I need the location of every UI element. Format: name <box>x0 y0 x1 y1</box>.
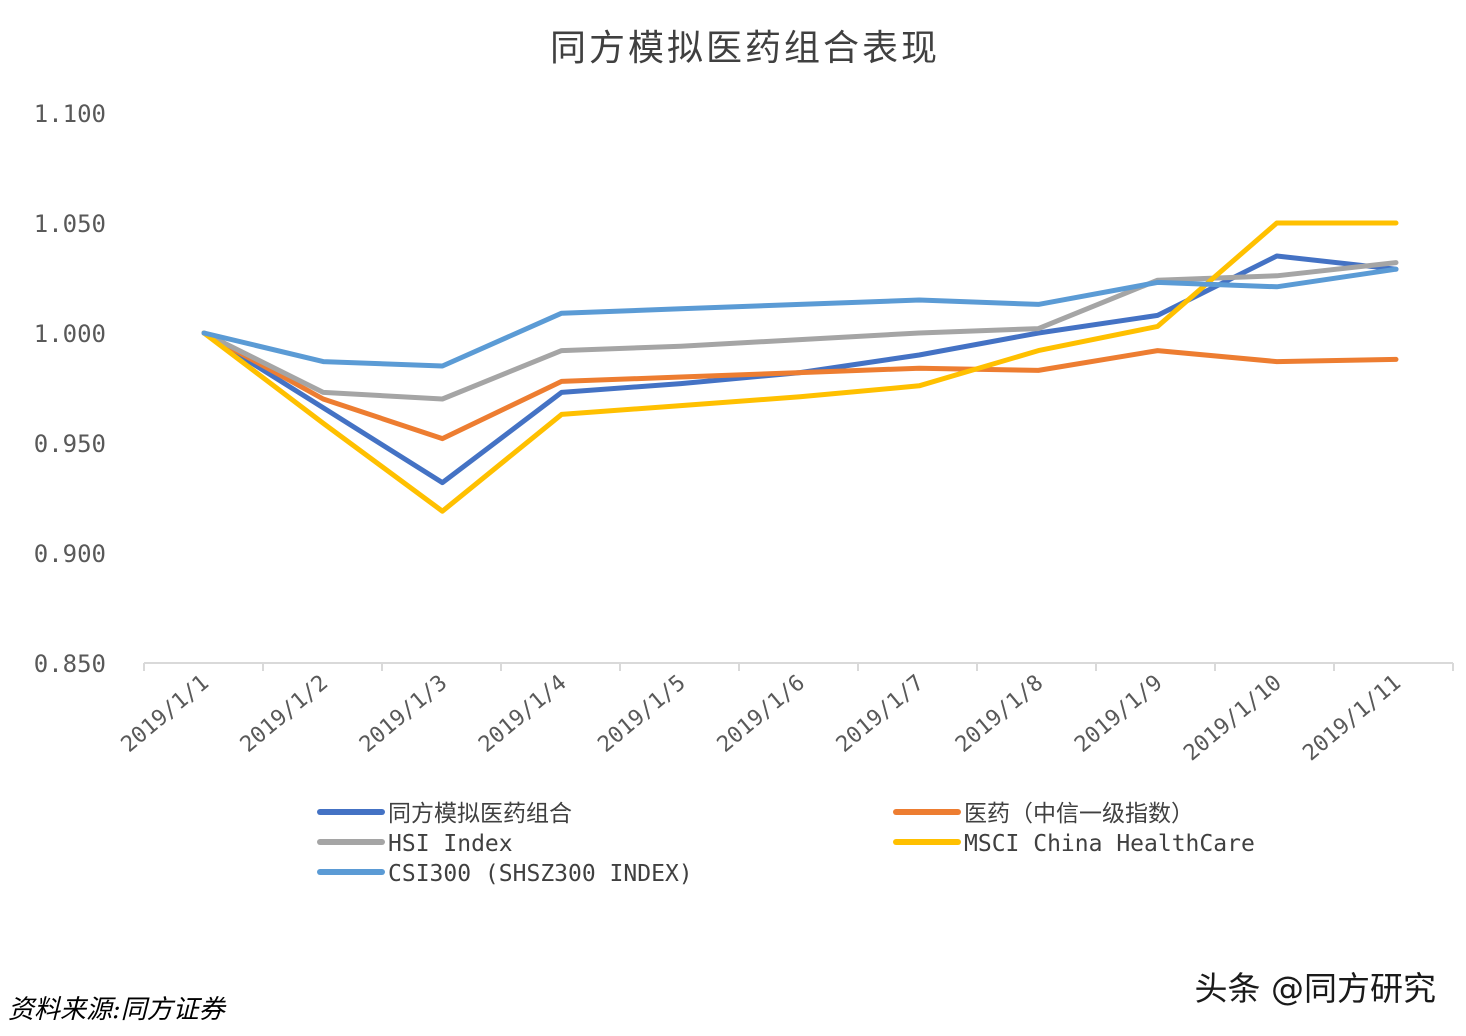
series-line-4 <box>201 220 1399 514</box>
x-tick-label: 2019/1/5 <box>593 670 690 757</box>
y-tick-label: 0.900 <box>34 540 106 568</box>
chart-title: 同方模拟医药组合表现 <box>550 28 940 69</box>
legend-item: 同方模拟医药组合 <box>317 801 572 827</box>
x-tick-label: 2019/1/2 <box>236 670 333 757</box>
y-tick-label: 0.850 <box>34 650 106 678</box>
series-lines <box>201 220 1399 514</box>
x-tick-label: 2019/1/11 <box>1298 670 1405 766</box>
x-tick-label: 2019/1/9 <box>1070 670 1167 757</box>
legend-label: 医药（中信一级指数） <box>964 801 1194 827</box>
x-axis <box>143 662 1454 671</box>
series-line-3 <box>201 260 1399 402</box>
legend-label: HSI Index <box>388 831 513 857</box>
y-tick-label: 1.100 <box>34 100 106 128</box>
x-tick-label: 2019/1/6 <box>713 670 810 757</box>
x-tick-label: 2019/1/4 <box>474 670 571 757</box>
y-tick-label: 1.050 <box>34 210 106 238</box>
legend-item: CSI300 (SHSZ300 INDEX) <box>317 861 693 887</box>
legend-item: HSI Index <box>317 831 513 857</box>
x-tick-label: 2019/1/8 <box>951 670 1048 757</box>
x-tick-label: 2019/1/7 <box>832 670 929 757</box>
watermark: 头条 @同方研究 <box>1195 969 1437 1008</box>
legend-label: MSCI China HealthCare <box>964 831 1255 857</box>
y-tick-label: 0.950 <box>34 430 106 458</box>
x-axis-labels: 2019/1/1 2019/1/2 2019/1/3 2019/1/4 2019/1/5… <box>117 670 1406 766</box>
x-tick-label: 2019/1/1 <box>117 670 214 757</box>
x-tick-label: 2019/1/3 <box>355 670 452 757</box>
y-tick-label: 1.000 <box>34 320 106 348</box>
legend-label: CSI300 (SHSZ300 INDEX) <box>388 861 693 887</box>
x-tick-label: 2019/1/10 <box>1179 670 1286 766</box>
legend-item: MSCI China HealthCare <box>893 831 1255 857</box>
legend: 同方模拟医药组合 医药（中信一级指数） HSI Index MSCI China He… <box>317 801 1255 887</box>
source-note: 资料来源:同方证券 <box>8 995 227 1025</box>
series-line-2 <box>201 330 1399 442</box>
y-axis-labels: 0.850 0.900 0.950 1.000 1.050 1.100 <box>34 100 106 678</box>
legend-item: 医药（中信一级指数） <box>893 801 1194 827</box>
series-line-1 <box>201 253 1399 486</box>
legend-label: 同方模拟医药组合 <box>388 801 572 827</box>
series-line-5 <box>201 266 1399 369</box>
